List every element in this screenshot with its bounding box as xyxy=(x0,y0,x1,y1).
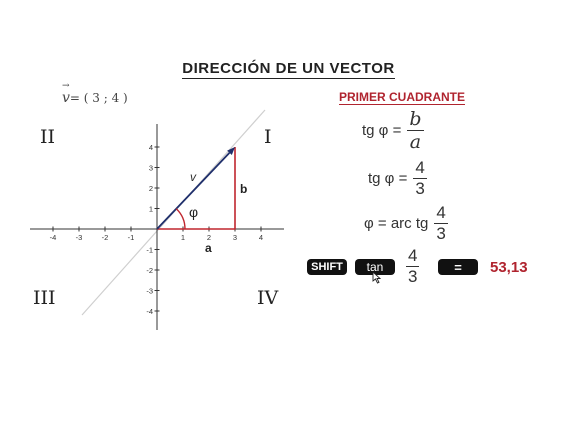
y-tick-label: -4 xyxy=(146,307,153,316)
tan-key: tan xyxy=(355,259,395,275)
calculator-fraction-wrap: 4 3 xyxy=(406,246,420,287)
page-title-text: DIRECCIÓN DE UN VECTOR xyxy=(182,60,395,79)
y-tick-label: -2 xyxy=(146,266,153,275)
fraction-bar xyxy=(407,130,424,132)
angle-label: φ xyxy=(189,204,198,220)
quadrant-label-iv: IV xyxy=(257,287,279,309)
y-tick-label: 2 xyxy=(149,184,153,193)
equals-key: = xyxy=(438,259,478,275)
page-title: DIRECCIÓN DE UN VECTOR xyxy=(0,60,577,79)
fraction-denominator: 3 xyxy=(415,179,425,199)
vector-definition: v= ( 3 ; 4 ) xyxy=(62,90,128,106)
vector-arrowhead xyxy=(227,147,235,156)
y-tick-label: -1 xyxy=(146,246,153,255)
mouse-cursor-icon xyxy=(372,271,382,284)
x-tick-label: 4 xyxy=(259,233,263,242)
fraction-b-over-a: b a xyxy=(407,108,424,154)
result-value: 53,13 xyxy=(490,259,528,276)
quadrant-subtitle: PRIMER CUADRANTE xyxy=(339,90,465,105)
x-tick-label: -2 xyxy=(102,233,109,242)
triangle-sides xyxy=(157,147,236,230)
vector-line xyxy=(156,152,231,230)
x-tick-label: -4 xyxy=(50,233,57,242)
equation-3-lhs: φ = arc tg xyxy=(364,215,429,233)
quadrant-label-iii: III xyxy=(33,287,56,309)
vector-symbol: v xyxy=(62,90,70,106)
equation-tg-ratio: tg φ = b a xyxy=(362,108,424,153)
x-tick-label: -3 xyxy=(76,233,83,242)
fraction-numerator: 4 xyxy=(415,158,425,177)
vector-components: = ( 3 ; 4 ) xyxy=(69,91,128,105)
fraction-numerator: b xyxy=(409,108,422,130)
fraction-denominator: 3 xyxy=(436,224,446,244)
x-tick-label: 3 xyxy=(233,233,237,242)
y-tick-label: 4 xyxy=(149,143,153,152)
fraction-numerator: 4 xyxy=(408,246,418,265)
calculator-fraction: 4 3 xyxy=(406,246,420,287)
y-tick-label: 3 xyxy=(149,164,153,173)
x-tick-label: 2 xyxy=(207,233,211,242)
fraction-bar xyxy=(406,266,420,268)
quadrant-label-ii: II xyxy=(40,126,56,148)
equation-2-lhs: tg φ = xyxy=(368,170,408,188)
equation-1-lhs: tg φ = xyxy=(362,122,402,140)
quadrant-subtitle-text: PRIMER CUADRANTE xyxy=(339,90,465,105)
fraction-denominator: a xyxy=(409,131,422,154)
angle-arc xyxy=(175,208,186,230)
fraction-4-over-3: 4 3 xyxy=(434,203,448,244)
quadrant-label-i: I xyxy=(264,126,272,148)
fraction-bar xyxy=(413,178,427,180)
axis-tick-labels: -4 -3 -2 -1 1 2 3 4 4 3 2 1 -1 -2 -3 -4 xyxy=(50,143,263,316)
side-b-label: b xyxy=(240,182,247,196)
shift-key: SHIFT xyxy=(307,259,347,275)
fraction-4-over-3: 4 3 xyxy=(413,158,427,199)
fraction-denominator: 3 xyxy=(408,267,418,287)
vector-label: v xyxy=(190,170,197,184)
y-tick-label: -3 xyxy=(146,287,153,296)
equation-arctg: φ = arc tg 4 3 xyxy=(364,203,448,244)
fraction-numerator: 4 xyxy=(436,203,446,222)
x-tick-label: 1 xyxy=(181,233,185,242)
equation-tg-value: tg φ = 4 3 xyxy=(368,158,427,199)
side-a-label: a xyxy=(205,241,212,255)
fraction-bar xyxy=(434,223,448,225)
x-tick-label: -1 xyxy=(128,233,135,242)
y-tick-label: 1 xyxy=(149,205,153,214)
